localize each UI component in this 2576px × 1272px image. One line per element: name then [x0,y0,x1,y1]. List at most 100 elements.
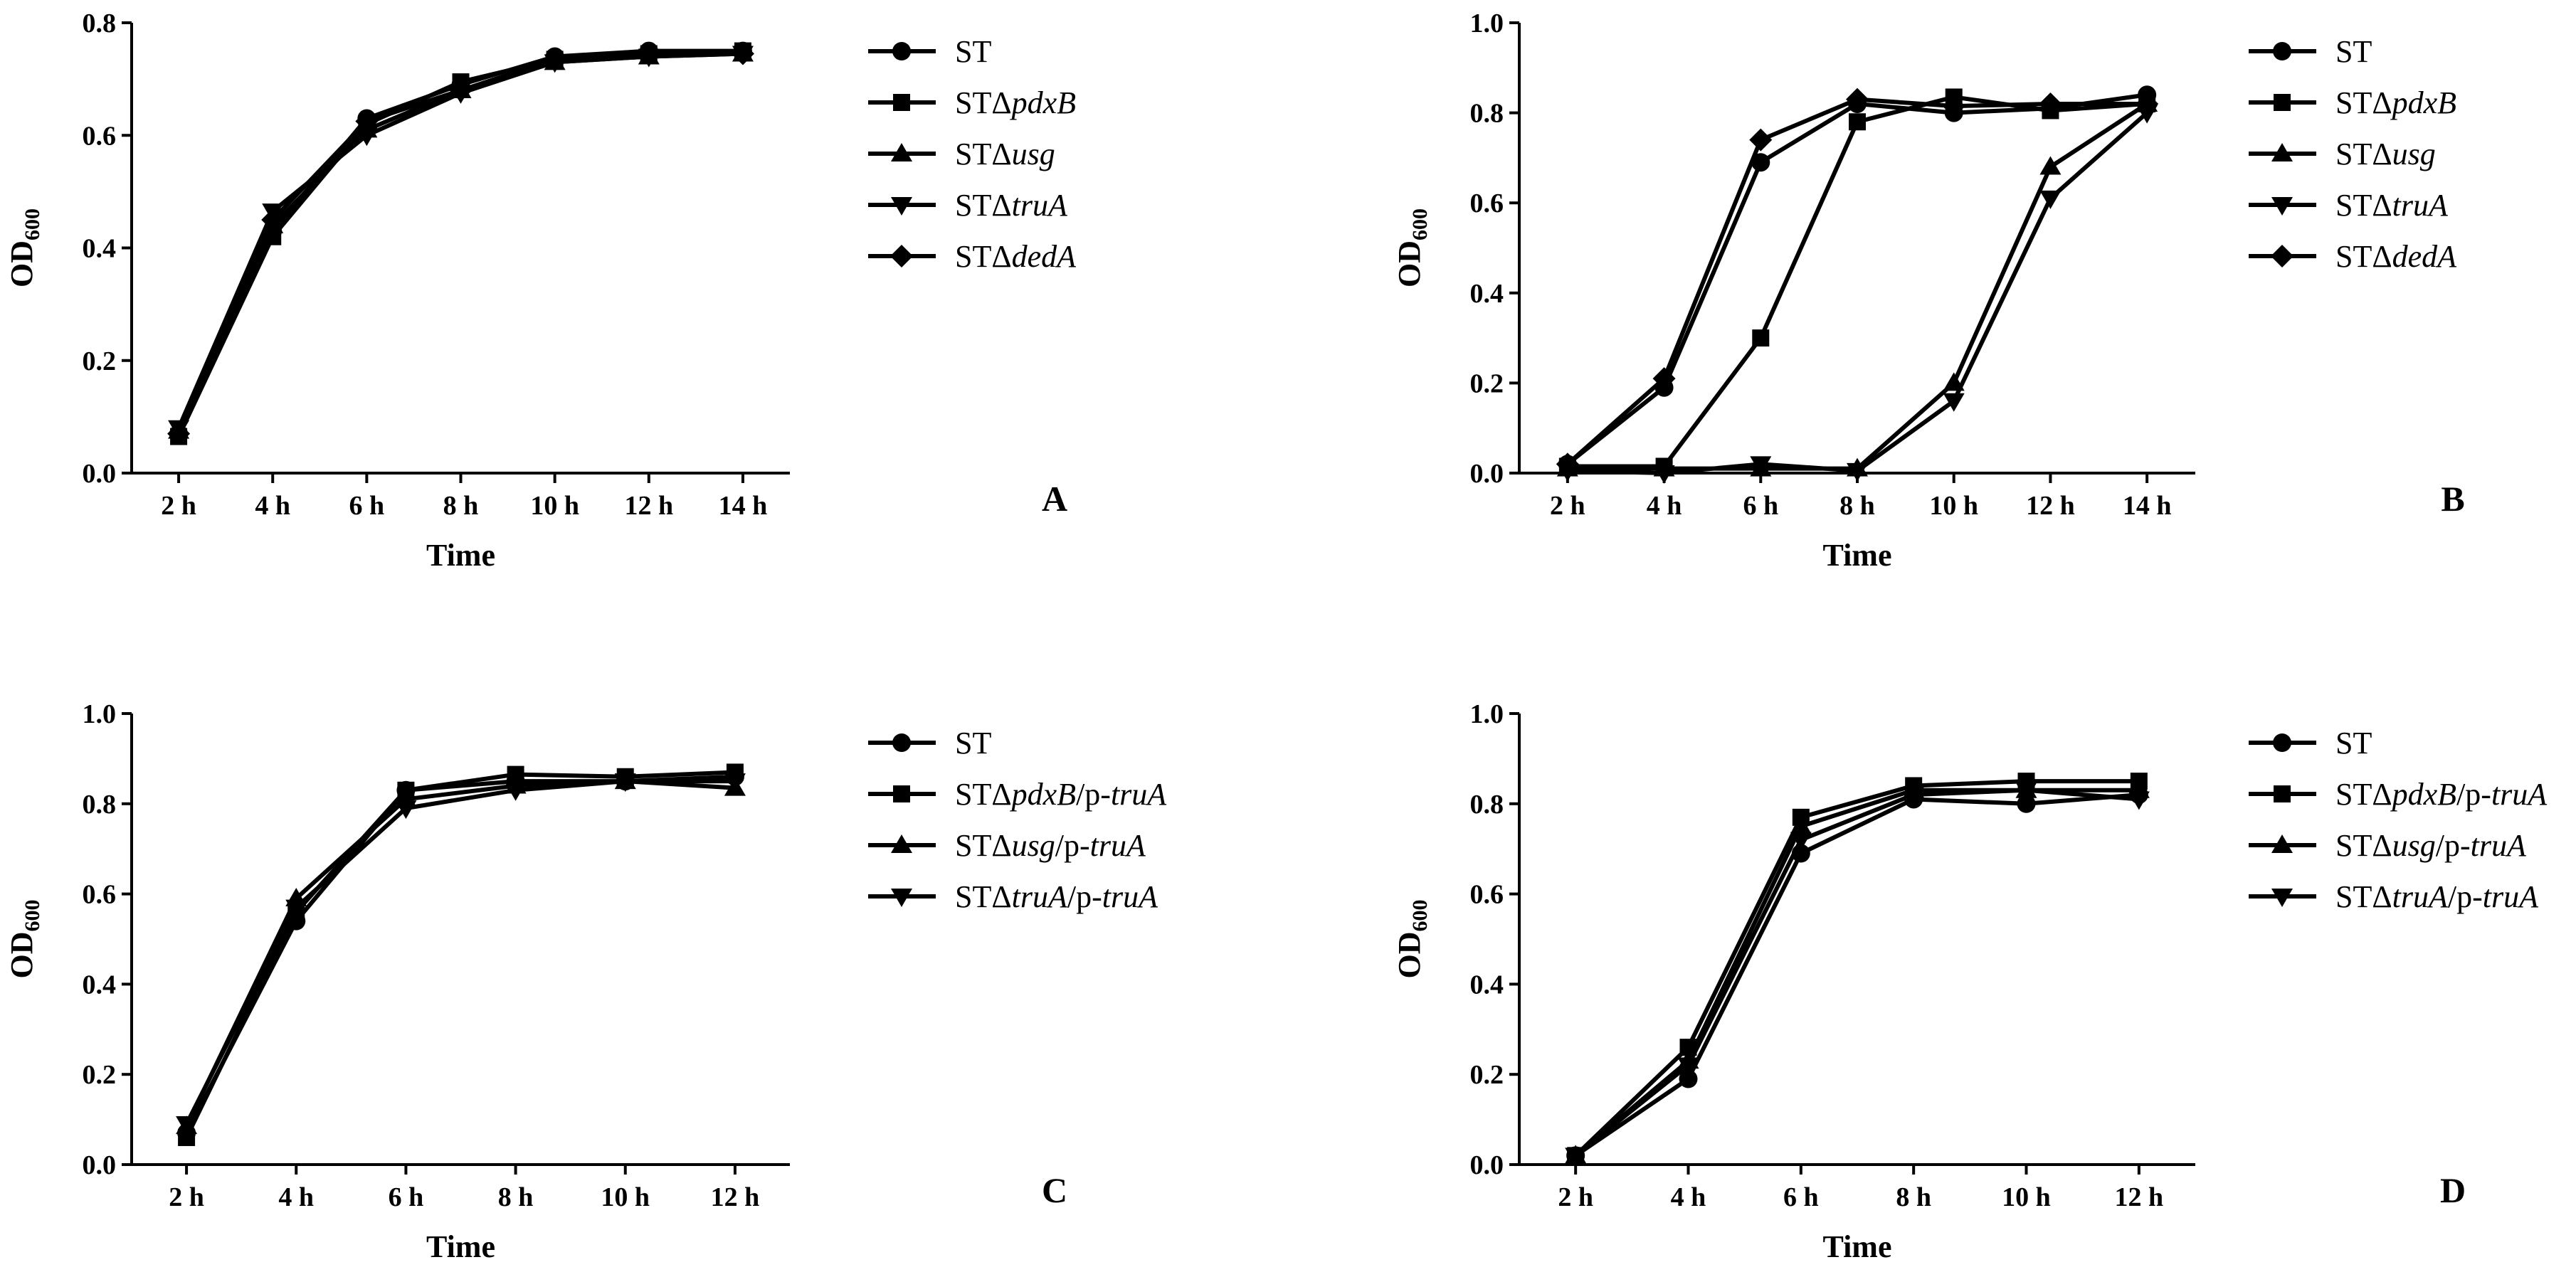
legend-label: STΔusg [2335,137,2436,171]
y-tick-label: 0.6 [83,121,117,151]
legend-label-gene: usg [2392,828,2436,863]
data-point [261,208,285,231]
x-tick-label: 2 h [169,1182,204,1212]
chart-panel-b: 0.0 0.2 0.4 0.6 0.8 1.0 2 h 4 h 6 h 8 h 10 h 12 h 14… [1392,9,2465,573]
legend-label: ST [955,726,991,760]
legend-label-suffix: /p- [1055,828,1090,863]
data-point [1749,128,1773,152]
series-line-0 [1566,92,2148,466]
y-tick-label: 1.0 [83,699,117,729]
data-point [1677,1057,1699,1076]
legend-label-prefix: STΔ [2335,137,2392,171]
data-point [1556,452,1579,476]
data-point [1653,465,1675,484]
data-point [1790,832,1812,851]
data-point [2039,190,2062,209]
series-line-4 [1566,97,2148,466]
legend-marker [892,42,911,60]
legend-label-suffix-gene: truA [2471,828,2527,863]
legend-marker [2271,197,2293,216]
x-tick-label: 14 h [2123,491,2172,521]
legend-label-gene: dedA [1012,239,1077,274]
legend-marker [2271,889,2293,907]
data-point [449,78,473,102]
legend-label: STΔpdxB/p-truA [955,777,1167,812]
data-point [2128,791,2150,810]
panel-label: B [2441,479,2464,519]
data-point [1652,367,1676,391]
x-axis-title: Time [1823,1229,1892,1264]
legend-label-gene: pdxB [1010,85,1076,120]
legend-marker [2271,245,2293,267]
y-tick-label: 0.0 [1470,1150,1504,1180]
legend-label: ST [955,34,991,69]
legend-label-suffix-gene: truA [2483,879,2539,914]
y-axis-title-main: OD [4,240,39,287]
y-tick-label: 0.8 [83,9,117,38]
series-line-2 [1574,788,2139,1157]
data-point [731,42,754,65]
data-point [2039,92,2062,115]
y-tick-label: 0.2 [1470,1060,1504,1090]
legend-label: STΔusg/p-truA [2335,828,2527,863]
y-axis-title-subscript: 600 [21,208,44,240]
y-tick-label: 0.8 [1470,99,1504,129]
x-axis-title: Time [426,1229,495,1264]
data-point [1903,787,1925,806]
series-line-1 [184,770,736,1139]
y-axis-title-subscript: 600 [1408,208,1432,240]
series-line-2 [184,779,736,1128]
data-point [1849,113,1866,131]
y-tick-label: 0.4 [83,970,117,1000]
data-point [355,110,379,133]
x-tick-label: 4 h [278,1182,314,1212]
x-tick-label: 8 h [1896,1182,1931,1212]
x-tick-label: 4 h [255,491,290,521]
series-line-1 [1567,95,2148,469]
legend-marker [2273,42,2291,60]
data-point [1942,95,1965,118]
x-tick-label: 6 h [349,491,385,521]
x-tick-label: 12 h [711,1182,760,1212]
x-tick-label: 10 h [601,1182,650,1212]
legend-label: STΔdedA [2335,239,2457,274]
legend-label-prefix: STΔ [2335,879,2392,914]
panel-label: A [1042,479,1067,519]
data-point [1751,153,1770,172]
y-tick-label: 0.8 [83,790,117,820]
legend-marker [891,197,912,216]
y-tick-label: 0.2 [83,1060,117,1090]
x-tick-label: 10 h [1929,491,1978,521]
legend-marker [890,245,913,267]
y-tick-label: 0.2 [83,346,117,376]
series-line-2 [1567,102,2148,471]
chart-panel-c: 0.0 0.2 0.4 0.6 0.8 1.0 2 h 4 h 6 h 8 h 10 h 12 h Ti… [4,699,1167,1264]
data-point [395,800,417,820]
series-line-3 [184,779,735,1125]
legend-label-prefix: STΔ [2335,188,2392,223]
legend-label: STΔusg [955,137,1055,171]
x-tick-label: 14 h [719,491,768,521]
data-point [1752,329,1770,347]
x-tick-label: 8 h [1839,491,1875,521]
x-tick-label: 6 h [1783,1182,1819,1212]
x-tick-label: 6 h [1743,491,1778,521]
y-tick-label: 1.0 [1470,9,1504,38]
legend-label-gene: truA [2392,188,2449,223]
data-point [1790,815,1812,834]
x-tick-label: 10 h [2002,1182,2051,1212]
legend-marker [893,785,910,802]
legend-marker [892,733,911,752]
data-point [1943,393,1965,412]
legend-marker [891,834,912,853]
legend-label-suffix: /p- [1067,879,1102,914]
y-axis-title-main: OD [1392,932,1427,979]
data-point [1679,1069,1698,1088]
legend-label: STΔtruA [955,188,1068,223]
legend-label: STΔtruA/p-truA [2335,879,2539,914]
series-line-4 [176,51,743,435]
legend-marker [2274,94,2291,111]
